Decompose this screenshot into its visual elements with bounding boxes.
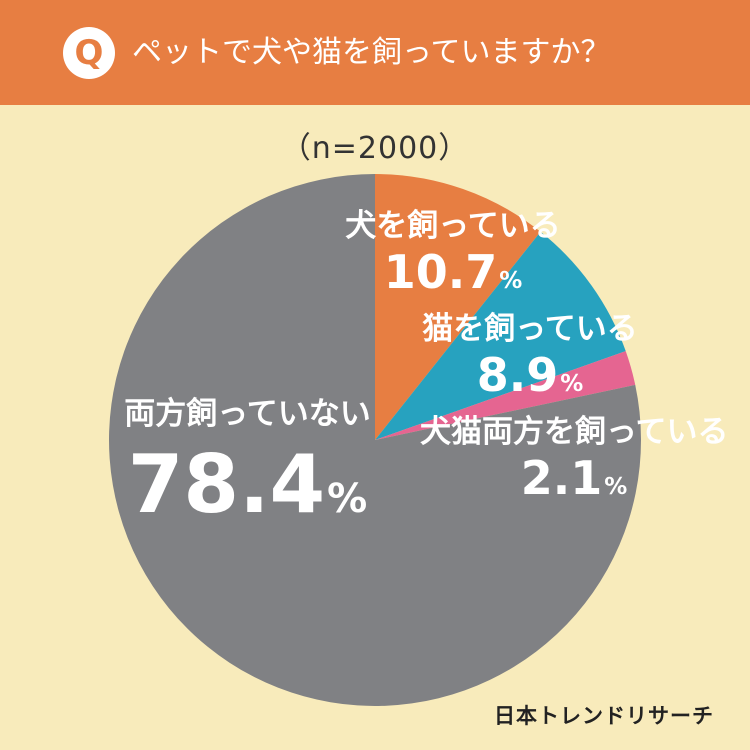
- slice-value-dog: 10.7%: [383, 245, 523, 299]
- label-both: 犬猫両方を飼っている 2.1%: [420, 406, 728, 514]
- brand-logo: 日本トレンドリサーチ: [494, 704, 714, 728]
- slice-label-neither: 両方飼っていない: [124, 396, 371, 432]
- slice-label-both: 犬猫両方を飼っている: [420, 414, 729, 450]
- label-cat: 猫を飼っている 8.9%: [420, 303, 640, 411]
- pie-slice-both: [375, 351, 636, 440]
- slice-label-dog: 犬を飼っている: [345, 208, 561, 244]
- question-badge: Q: [63, 27, 115, 79]
- pie-slice-cat: [375, 231, 626, 440]
- pie-slice-dog: [375, 174, 541, 440]
- page-title: ペットで犬や猫を飼っていますか？: [132, 35, 611, 70]
- header-banner: Q ペットで犬や猫を飼っていますか？: [0, 0, 750, 105]
- label-neither: 両方飼っていない 78.4%: [110, 388, 385, 547]
- sample-size: （n=2000）: [280, 131, 470, 166]
- slice-value-neither: 78.4%: [127, 438, 368, 531]
- slice-label-cat: 猫を飼っている: [422, 311, 638, 347]
- label-dog: 犬を飼っている 10.7%: [338, 200, 568, 308]
- slice-value-cat: 8.9%: [476, 348, 584, 402]
- slice-value-both: 2.1%: [520, 451, 628, 505]
- pie-slice-neither: [109, 174, 642, 707]
- question-letter: Q: [74, 33, 104, 73]
